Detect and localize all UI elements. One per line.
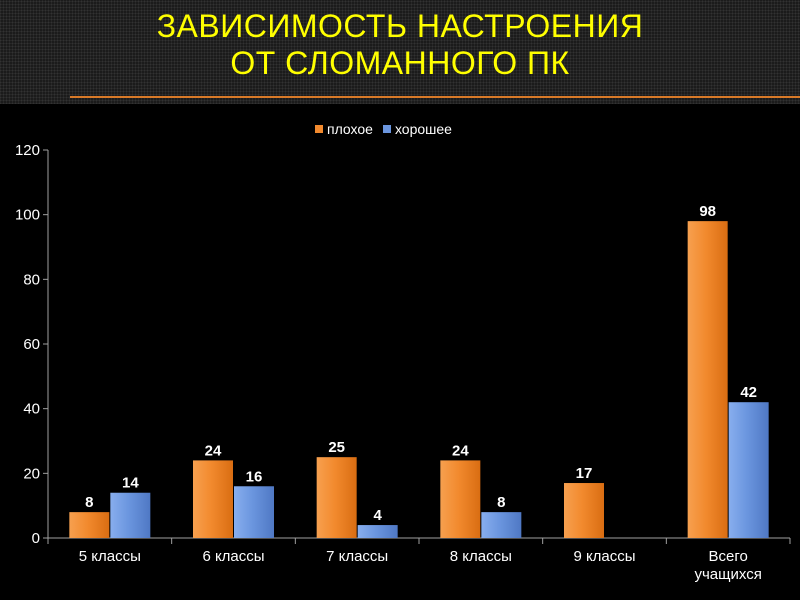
y-tick-label: 80 [23, 271, 40, 288]
legend-swatch-good [382, 125, 391, 133]
y-tick-label: 40 [23, 401, 40, 418]
legend-label-bad: плохое [327, 121, 373, 137]
legend-swatch-bad [315, 125, 323, 133]
data-label: 24 [452, 442, 469, 459]
legend-label-good: хорошее [394, 121, 452, 137]
data-label: 25 [328, 439, 345, 456]
y-tick-label: 120 [15, 142, 40, 159]
bar [110, 492, 151, 538]
bar-chart: 0 20 40 60 80 100 120 5 классы 8 14 6 классы 24 16 7 … [15, 142, 791, 583]
x-tick-label: 9 классы [573, 548, 635, 565]
legend: плохое хорошее [315, 121, 452, 137]
bar [193, 460, 233, 538]
bar [316, 457, 357, 538]
data-label: 42 [740, 384, 757, 401]
data-label: 8 [497, 494, 505, 511]
bar [440, 460, 481, 538]
bar [687, 221, 728, 538]
x-tick-label: 5 классы [79, 548, 141, 565]
legend-item-good: хорошее [382, 121, 452, 137]
legend-item-bad: плохое [315, 121, 373, 137]
data-label: 14 [122, 475, 139, 492]
title-line-2: ОТ СЛОМАННОГО ПК [230, 45, 570, 81]
data-label: 4 [373, 507, 382, 524]
title-line-1: ЗАВИСИМОСТЬ НАСТРОЕНИЯ [156, 8, 644, 44]
bar [69, 512, 110, 538]
bar [728, 402, 769, 538]
page-title: ЗАВИСИМОСТЬ НАСТРОЕНИЯ ОТ СЛОМАННОГО ПК [0, 8, 800, 82]
data-label: 16 [246, 468, 263, 485]
x-tick-label: 8 классы [450, 548, 512, 565]
data-label: 17 [576, 465, 593, 482]
x-tick-label: Всего [708, 548, 747, 565]
bar [481, 512, 522, 538]
x-tick-label: 7 классы [326, 548, 388, 565]
y-tick-label: 0 [32, 530, 40, 547]
data-label: 98 [699, 203, 716, 220]
y-tick-label: 100 [15, 207, 40, 224]
header-band: ЗАВИСИМОСТЬ НАСТРОЕНИЯ ОТ СЛОМАННОГО ПК [0, 0, 800, 104]
x-tick-label: учащихся [694, 566, 761, 583]
x-tick-label: 6 классы [202, 548, 264, 565]
y-tick-label: 60 [23, 336, 40, 353]
data-label: 8 [85, 494, 93, 511]
y-tick-label: 20 [23, 465, 40, 482]
chart-area: 0 20 40 60 80 100 120 5 классы 8 14 6 классы 24 16 7 … [0, 104, 800, 600]
title-underline [70, 96, 800, 98]
bar [564, 483, 604, 538]
data-label: 24 [205, 442, 222, 459]
bar [234, 486, 274, 538]
bar [357, 525, 398, 538]
